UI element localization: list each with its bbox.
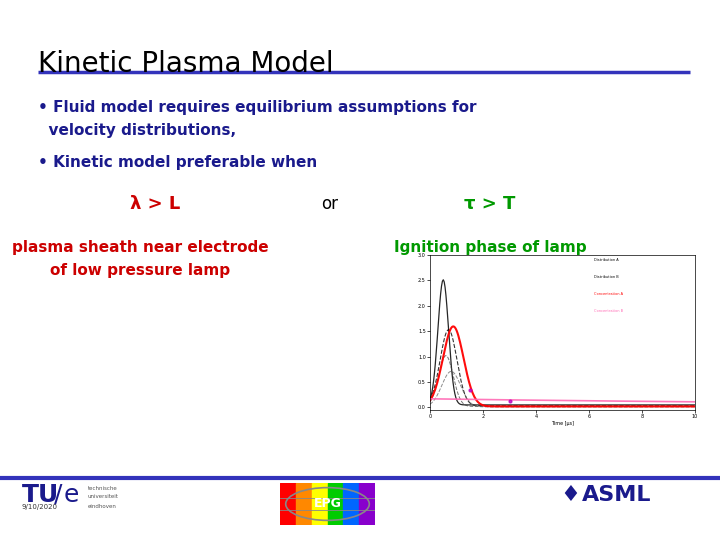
- Text: Concentration B: Concentration B: [594, 309, 624, 313]
- Text: • Fluid model requires equilibrium assumptions for: • Fluid model requires equilibrium assum…: [38, 100, 477, 115]
- Text: ASML: ASML: [582, 485, 652, 505]
- Text: universiteit: universiteit: [88, 495, 119, 500]
- Text: Distribution A: Distribution A: [594, 258, 619, 262]
- Text: plasma sheath near electrode: plasma sheath near electrode: [12, 240, 269, 255]
- Text: eindhoven: eindhoven: [88, 503, 117, 509]
- Bar: [328, 483, 343, 525]
- Bar: [280, 483, 296, 525]
- Text: Ignition phase of lamp: Ignition phase of lamp: [394, 240, 586, 255]
- Bar: [296, 483, 312, 525]
- Bar: [359, 483, 375, 525]
- Text: Kinetic Plasma Model: Kinetic Plasma Model: [38, 50, 333, 78]
- Text: e: e: [64, 483, 79, 507]
- X-axis label: Time [µs]: Time [µs]: [551, 421, 574, 426]
- Text: τ > T: τ > T: [464, 195, 516, 213]
- Text: technische: technische: [88, 485, 118, 490]
- Text: Distribution B: Distribution B: [594, 275, 619, 279]
- Text: or: or: [322, 195, 338, 213]
- Text: of low pressure lamp: of low pressure lamp: [50, 263, 230, 278]
- Text: EPG: EPG: [314, 497, 341, 510]
- Bar: [312, 483, 328, 525]
- Text: λ > L: λ > L: [130, 195, 180, 213]
- Text: velocity distributions,: velocity distributions,: [38, 123, 236, 138]
- Text: ♦: ♦: [560, 485, 580, 505]
- Text: 9/10/2020: 9/10/2020: [22, 504, 58, 510]
- Text: • Kinetic model preferable when: • Kinetic model preferable when: [38, 155, 318, 170]
- Text: TU: TU: [22, 483, 59, 507]
- Text: Concentration A: Concentration A: [594, 292, 624, 296]
- Bar: [343, 483, 359, 525]
- Text: /: /: [54, 483, 63, 507]
